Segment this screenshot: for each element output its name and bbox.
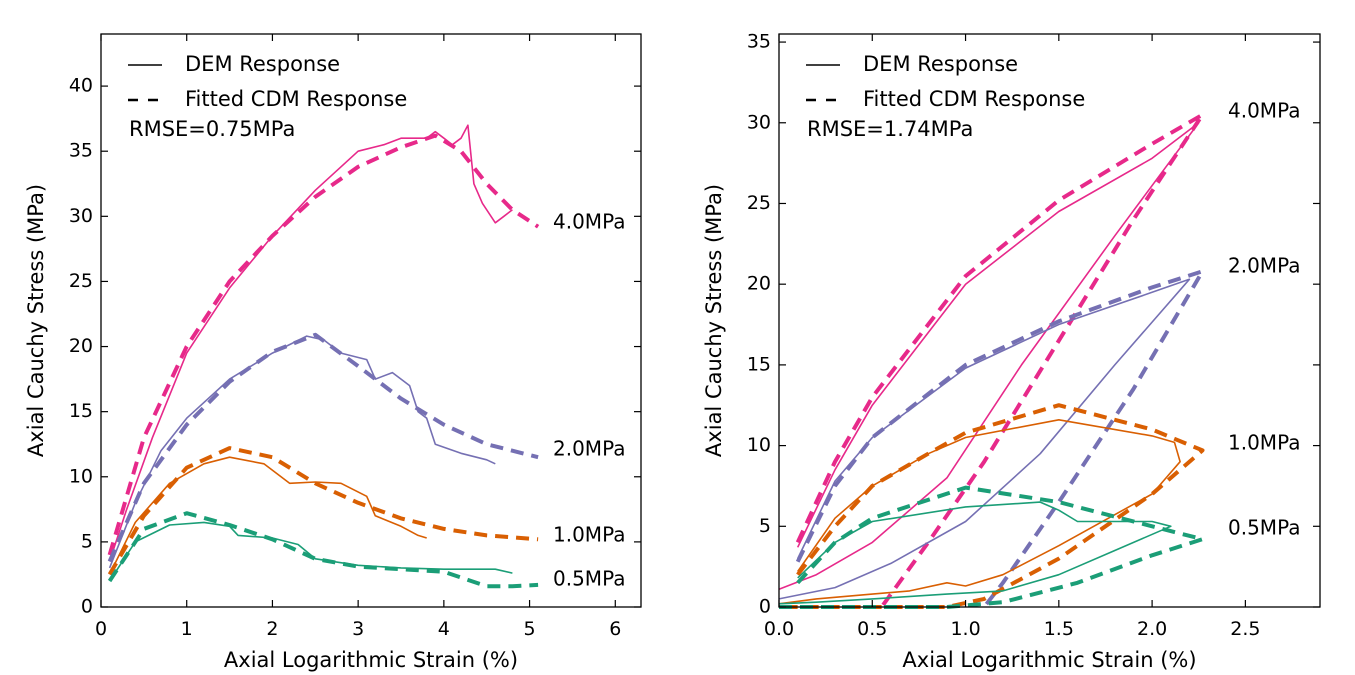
cdm-line-2.0MPa: [795, 269, 1205, 609]
y-tick-label: 20: [69, 335, 93, 357]
rmse-annotation: RMSE=1.74MPa: [807, 117, 973, 141]
series-1.0MPa: 1.0MPa: [107, 446, 625, 576]
chart-panel-1: 4.0MPa 2.0MPa 1.0MPa 0.5MPa 0 1 2 3 4 5 6 0 5 10 15 20 2…: [24, 33, 642, 672]
series-2.0MPa: 2.0MPa: [107, 332, 625, 569]
series-label-4.0MPa: 4.0MPa: [1228, 99, 1300, 123]
y-tick-label: 20: [747, 273, 771, 295]
x-tick-label: 1.0: [950, 618, 980, 640]
series-1.0MPa: 1.0MPa: [778, 403, 1300, 609]
y-tick-label: 35: [69, 140, 93, 162]
x-axis-label: Axial Logarithmic Strain (%): [902, 648, 1196, 672]
y-tick-label: 10: [747, 434, 771, 456]
series-label-0.5MPa: 0.5MPa: [553, 567, 625, 591]
series-label-0.5MPa: 0.5MPa: [1228, 516, 1300, 540]
y-tick-label: 10: [69, 465, 93, 487]
plot-frame: [100, 33, 642, 608]
series-4.0MPa: 4.0MPa: [778, 99, 1300, 609]
cdm-line-4.0MPa: [795, 112, 1205, 609]
x-tick-label: 0: [95, 618, 107, 640]
y-tick-label: 0: [81, 596, 93, 618]
x-tick-label: 3: [352, 618, 364, 640]
series-label-2.0MPa: 2.0MPa: [553, 437, 625, 461]
dem-line-4.0MPa: [108, 124, 513, 562]
cdm-line-2.0MPa: [107, 332, 539, 563]
legend-entry-dem: DEM Response: [185, 52, 340, 76]
y-tick-label: 30: [747, 111, 771, 133]
x-tick-label: 6: [609, 618, 621, 640]
x-tick-label: 2: [266, 618, 278, 640]
y-tick-label: 30: [69, 205, 93, 227]
legend: DEM Response Fitted CDM Response RMSE=1.74…: [806, 52, 1085, 141]
dem-line-2.0MPa: [778, 278, 1191, 600]
cdm-line-0.5MPa: [107, 511, 539, 589]
series-0.5MPa: 0.5MPa: [107, 511, 625, 591]
dem-line-2.0MPa: [108, 335, 496, 569]
y-tick-label: 25: [69, 270, 93, 292]
y-axis-label: Axial Cauchy Stress (MPa): [24, 184, 48, 457]
dem-line-1.0MPa: [778, 418, 1181, 605]
x-tick-label: 1.5: [1044, 618, 1074, 640]
y-tick-label: 15: [747, 353, 771, 375]
dem-line-0.5MPa: [778, 501, 1172, 605]
y-tick-label: 15: [69, 400, 93, 422]
dem-line-4.0MPa: [778, 122, 1200, 590]
y-axis-label: Axial Cauchy Stress (MPa): [702, 184, 726, 457]
cdm-line-4.0MPa: [107, 133, 540, 556]
x-tick-label: 2.5: [1230, 618, 1260, 640]
dem-line-0.5MPa: [108, 521, 513, 582]
legend-entry-cdm: Fitted CDM Response: [863, 87, 1085, 111]
x-tick-label: 2.0: [1137, 618, 1167, 640]
x-tick-label: 0.5: [857, 618, 887, 640]
series-2.0MPa: 2.0MPa: [778, 254, 1300, 609]
y-tick-label: 25: [747, 192, 771, 214]
rmse-annotation: RMSE=0.75MPa: [129, 117, 295, 141]
cdm-line-1.0MPa: [779, 403, 1205, 609]
series-0.5MPa: 0.5MPa: [778, 485, 1300, 609]
cdm-line-0.5MPa: [779, 485, 1205, 609]
series-label-1.0MPa: 1.0MPa: [1228, 431, 1300, 455]
legend-entry-dem: DEM Response: [863, 52, 1018, 76]
y-tick-label: 0: [759, 596, 771, 618]
dem-line-1.0MPa: [108, 456, 427, 575]
plot-frame: [778, 33, 1321, 608]
chart-panel-2: 4.0MPa 2.0MPa 1.0MPa 0.5MPa 0.0 0.5 1.0 1.5 2.0 2…: [702, 31, 1321, 672]
x-tick-label: 1: [181, 618, 193, 640]
x-tick-label: 0.0: [764, 618, 794, 640]
y-tick-label: 5: [759, 515, 771, 537]
series-4.0MPa: 4.0MPa: [107, 124, 625, 562]
y-tick-label: 35: [747, 31, 771, 53]
x-tick-label: 4: [438, 618, 450, 640]
legend-entry-cdm: Fitted CDM Response: [185, 87, 407, 111]
y-tick-label: 40: [69, 75, 93, 97]
series-label-1.0MPa: 1.0MPa: [553, 523, 625, 547]
legend: DEM Response Fitted CDM Response RMSE=0.75…: [128, 52, 407, 141]
series-label-2.0MPa: 2.0MPa: [1228, 254, 1300, 278]
x-axis-label: Axial Logarithmic Strain (%): [224, 648, 518, 672]
x-tick-label: 5: [524, 618, 536, 640]
cdm-line-1.0MPa: [107, 446, 539, 576]
series-label-4.0MPa: 4.0MPa: [553, 210, 625, 234]
y-tick-label: 5: [81, 530, 93, 552]
